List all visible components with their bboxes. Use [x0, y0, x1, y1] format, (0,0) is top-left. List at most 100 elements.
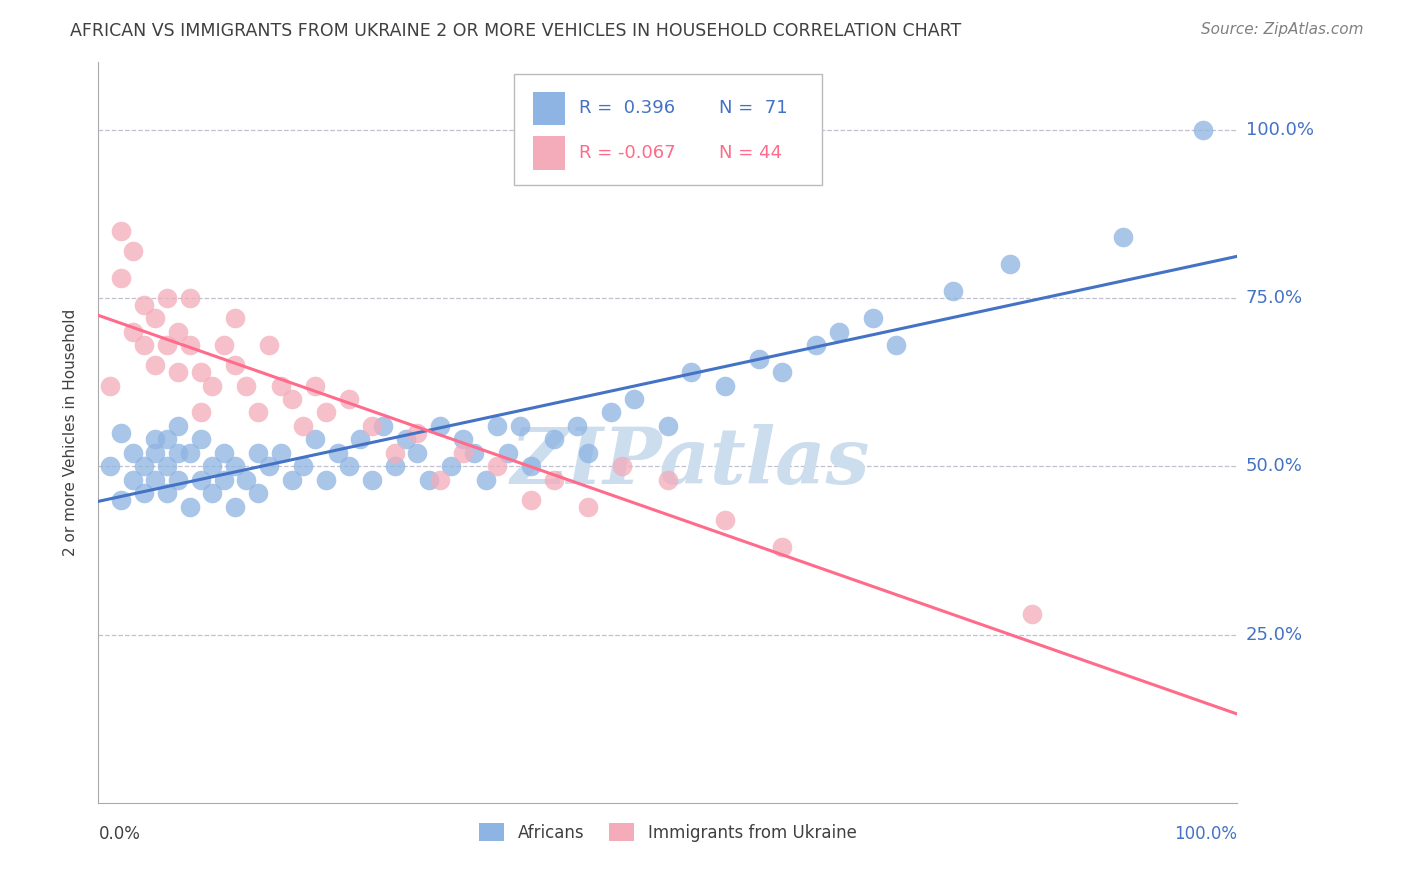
Point: [576, 500, 599, 514]
Point: [132, 459, 155, 474]
Point: [121, 325, 143, 339]
Text: 100.0%: 100.0%: [1174, 825, 1237, 843]
Text: N =  71: N = 71: [718, 99, 787, 118]
Point: [201, 378, 224, 392]
Point: [349, 433, 371, 447]
Point: [212, 338, 235, 352]
Point: [360, 473, 382, 487]
FancyBboxPatch shape: [533, 92, 565, 126]
Point: [463, 446, 485, 460]
Point: [281, 392, 304, 406]
Point: [828, 325, 851, 339]
Point: [132, 298, 155, 312]
Text: 75.0%: 75.0%: [1246, 289, 1303, 307]
Point: [509, 418, 531, 433]
Point: [98, 459, 121, 474]
Point: [748, 351, 770, 366]
Point: [224, 359, 246, 373]
Point: [1192, 122, 1215, 136]
Legend: Africans, Immigrants from Ukraine: Africans, Immigrants from Ukraine: [471, 815, 865, 850]
Point: [770, 365, 793, 379]
Text: 0.0%: 0.0%: [98, 825, 141, 843]
Point: [804, 338, 827, 352]
Point: [156, 291, 179, 305]
Point: [179, 338, 201, 352]
Point: [292, 418, 315, 433]
Point: [406, 425, 429, 440]
Point: [714, 378, 737, 392]
Point: [543, 473, 565, 487]
Point: [167, 365, 190, 379]
Point: [281, 473, 304, 487]
Text: R =  0.396: R = 0.396: [579, 99, 675, 118]
Point: [770, 540, 793, 554]
Point: [418, 473, 440, 487]
Point: [145, 311, 167, 326]
Point: [623, 392, 645, 406]
Point: [384, 459, 406, 474]
Point: [224, 311, 246, 326]
Point: [179, 291, 201, 305]
Point: [110, 492, 132, 507]
Point: [224, 500, 246, 514]
Point: [292, 459, 315, 474]
Point: [259, 338, 281, 352]
Point: [190, 473, 212, 487]
Point: [121, 446, 143, 460]
Point: [212, 446, 235, 460]
Point: [429, 418, 451, 433]
Point: [451, 446, 474, 460]
Text: ZIPatlas: ZIPatlas: [510, 424, 870, 500]
Point: [1112, 230, 1135, 244]
Point: [315, 405, 337, 419]
Point: [326, 446, 349, 460]
Point: [304, 378, 326, 392]
Point: [884, 338, 907, 352]
Point: [337, 392, 360, 406]
Text: R = -0.067: R = -0.067: [579, 144, 676, 161]
Point: [156, 486, 179, 500]
Point: [201, 486, 224, 500]
Point: [942, 285, 965, 299]
Point: [121, 473, 143, 487]
FancyBboxPatch shape: [533, 136, 565, 169]
Point: [110, 425, 132, 440]
Point: [714, 513, 737, 527]
Point: [337, 459, 360, 474]
Point: [657, 473, 679, 487]
Point: [246, 405, 269, 419]
Text: 100.0%: 100.0%: [1246, 120, 1313, 139]
Point: [145, 446, 167, 460]
Point: [201, 459, 224, 474]
Point: [235, 378, 257, 392]
Point: [270, 446, 292, 460]
Point: [167, 325, 190, 339]
Point: [190, 433, 212, 447]
Point: [360, 418, 382, 433]
Point: [179, 500, 201, 514]
Point: [486, 418, 509, 433]
Point: [474, 473, 496, 487]
Point: [132, 486, 155, 500]
Point: [304, 433, 326, 447]
Point: [167, 446, 190, 460]
Point: [259, 459, 281, 474]
Point: [145, 359, 167, 373]
Point: [576, 446, 599, 460]
Point: [679, 365, 702, 379]
Point: [167, 473, 190, 487]
Point: [224, 459, 246, 474]
Point: [451, 433, 474, 447]
Point: [1021, 607, 1043, 622]
Point: [179, 446, 201, 460]
Text: N = 44: N = 44: [718, 144, 782, 161]
Point: [371, 418, 394, 433]
Point: [212, 473, 235, 487]
Point: [156, 433, 179, 447]
Y-axis label: 2 or more Vehicles in Household: 2 or more Vehicles in Household: [63, 309, 77, 557]
Point: [110, 224, 132, 238]
Point: [998, 257, 1021, 271]
Point: [110, 270, 132, 285]
Point: [167, 418, 190, 433]
Point: [315, 473, 337, 487]
